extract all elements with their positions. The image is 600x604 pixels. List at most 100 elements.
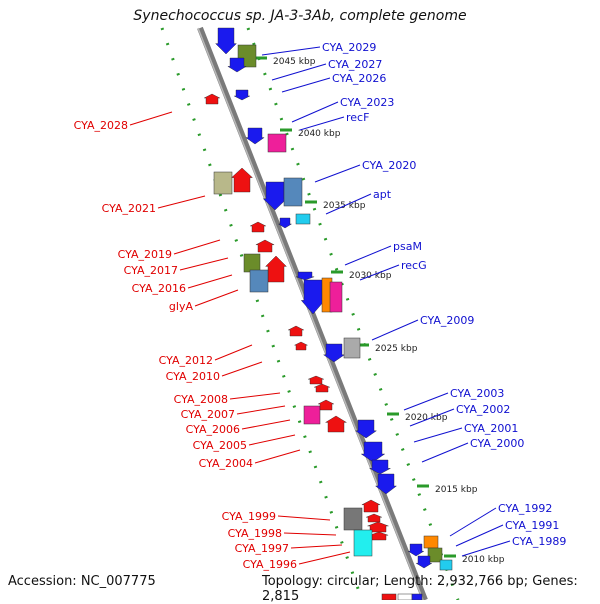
leader-line — [236, 405, 286, 415]
gene-label-left[interactable]: CYA_2021 — [102, 202, 156, 215]
leader-line — [254, 449, 301, 464]
gene-feature[interactable] — [267, 133, 287, 153]
leader-line — [298, 551, 351, 565]
kbp-label: 2020 kbp — [405, 413, 448, 423]
gene-feature[interactable] — [318, 399, 334, 411]
gene-feature[interactable] — [243, 253, 261, 273]
gene-feature[interactable] — [308, 375, 324, 385]
genome-backbone-highlight — [197, 27, 424, 600]
gene-label-left[interactable]: CYA_2010 — [166, 370, 220, 383]
gene-feature[interactable] — [360, 441, 386, 463]
gene-feature[interactable] — [375, 473, 397, 495]
gene-label-left[interactable]: CYA_1997 — [235, 542, 289, 555]
gene-label-right[interactable]: CYA_2002 — [456, 403, 510, 416]
gene-label-left[interactable]: CYA_2004 — [199, 457, 253, 470]
gene-feature[interactable] — [249, 269, 269, 293]
gene-feature[interactable] — [255, 239, 275, 253]
gene-feature[interactable] — [427, 547, 443, 563]
gene-label-left[interactable]: CYA_1996 — [243, 558, 297, 571]
gene-label-right[interactable]: CYA_2003 — [450, 387, 504, 400]
gene-label-right[interactable]: CYA_2026 — [332, 72, 386, 85]
gene-feature[interactable] — [215, 27, 237, 55]
gene-feature[interactable] — [439, 559, 453, 571]
gene-feature[interactable] — [369, 459, 391, 475]
gene-feature[interactable] — [231, 167, 253, 193]
gene-label-right[interactable]: CYA_2000 — [470, 437, 524, 450]
gene-feature[interactable] — [361, 499, 381, 513]
gene-label-right[interactable]: recF — [346, 111, 369, 124]
leader-line — [187, 274, 233, 289]
gene-label-left[interactable]: CYA_2008 — [174, 393, 228, 406]
gene-feature[interactable] — [324, 415, 348, 433]
gene-feature[interactable] — [411, 593, 423, 600]
gene-label-right[interactable]: CYA_2029 — [322, 41, 376, 54]
gene-feature[interactable] — [322, 343, 346, 363]
leader-line — [325, 193, 372, 215]
gene-feature[interactable] — [300, 279, 326, 315]
leader-line — [455, 524, 504, 547]
leader-line — [299, 116, 345, 131]
gene-label-left[interactable]: CYA_2016 — [132, 282, 186, 295]
map-title: Synechococcus sp. JA-3-3Ab, complete gen… — [133, 8, 467, 24]
gene-label-left[interactable]: CYA_2005 — [193, 439, 247, 452]
leader-line — [314, 164, 361, 183]
gene-feature[interactable] — [353, 529, 373, 557]
gene-label-left[interactable]: CYA_2012 — [159, 354, 213, 367]
leader-line — [229, 392, 281, 400]
gene-label-right[interactable]: recG — [401, 259, 427, 272]
gene-feature[interactable] — [366, 513, 382, 523]
gene-label-left[interactable]: CYA_1998 — [228, 527, 282, 540]
gene-label-right[interactable]: CYA_2001 — [464, 422, 518, 435]
kbp-label: 2015 kbp — [435, 485, 478, 495]
gene-label-right[interactable]: apt — [373, 188, 392, 201]
genome-backbone — [197, 26, 428, 600]
gene-feature[interactable] — [245, 127, 265, 145]
gene-feature[interactable] — [415, 555, 433, 569]
gene-label-left[interactable]: CYA_1999 — [222, 510, 276, 523]
gene-feature[interactable] — [213, 171, 233, 195]
gene-feature[interactable] — [367, 521, 389, 533]
leader-line — [283, 532, 337, 536]
gene-feature[interactable] — [381, 593, 397, 600]
leader-line — [413, 427, 463, 443]
gene-label-left[interactable]: CYA_2019 — [118, 248, 172, 261]
gene-label-left[interactable]: CYA_2006 — [186, 423, 240, 436]
gene-feature[interactable] — [343, 337, 361, 359]
gene-label-left[interactable]: glyA — [169, 300, 194, 313]
gene-feature[interactable] — [369, 531, 389, 541]
gene-feature[interactable] — [277, 217, 293, 229]
gene-label-right[interactable]: CYA_1989 — [512, 535, 566, 548]
gene-feature[interactable] — [423, 535, 439, 549]
gene-feature[interactable] — [314, 383, 330, 393]
gene-feature[interactable] — [329, 281, 343, 313]
gene-label-right[interactable]: CYA_2009 — [420, 314, 474, 327]
gene-feature[interactable] — [234, 89, 250, 101]
gene-label-right[interactable]: CYA_1992 — [498, 502, 552, 515]
gene-feature[interactable] — [204, 93, 220, 105]
kbp-label: 2045 kbp — [273, 57, 316, 67]
leader-line — [290, 544, 343, 549]
gene-feature[interactable] — [407, 543, 425, 557]
gene-feature[interactable] — [265, 255, 287, 283]
gene-label-right[interactable]: CYA_2023 — [340, 96, 394, 109]
leader-line — [359, 264, 400, 281]
gene-feature[interactable] — [354, 419, 378, 439]
gene-label-left[interactable]: CYA_2017 — [124, 264, 178, 277]
gene-label-right[interactable]: CYA_1991 — [505, 519, 559, 532]
gene-label-left[interactable]: CYA_2028 — [74, 119, 128, 132]
gene-feature[interactable] — [294, 341, 308, 351]
gene-label-right[interactable]: CYA_2020 — [362, 159, 416, 172]
leader-line — [261, 46, 321, 56]
gene-feature[interactable] — [295, 213, 311, 225]
gene-feature[interactable] — [250, 221, 266, 233]
kbp-label: 2010 kbp — [462, 555, 505, 565]
gene-feature[interactable] — [295, 271, 315, 281]
gene-label-right[interactable]: psaM — [393, 240, 422, 253]
gene-feature[interactable] — [283, 177, 303, 207]
gene-label-left[interactable]: CYA_2007 — [181, 408, 235, 421]
gene-feature[interactable] — [303, 405, 321, 425]
gene-feature[interactable] — [288, 325, 304, 337]
gene-feature[interactable] — [343, 507, 363, 531]
gene-label-right[interactable]: CYA_2027 — [328, 58, 382, 71]
gene-feature[interactable] — [227, 57, 247, 73]
